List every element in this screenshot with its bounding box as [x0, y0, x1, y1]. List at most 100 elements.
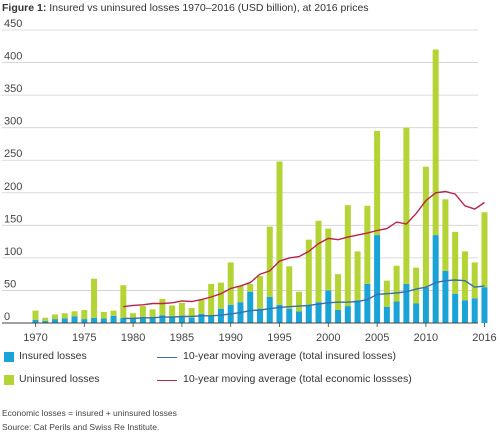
bar-uninsured: [422, 166, 429, 288]
bar-insured: [335, 309, 342, 323]
x-tick-label: 1970: [23, 332, 47, 344]
bar-insured: [422, 287, 429, 323]
bar-uninsured: [169, 305, 176, 318]
x-tick-label: 1975: [72, 332, 96, 344]
bar-insured: [364, 283, 371, 323]
bar-uninsured: [42, 317, 49, 322]
legend-swatch-insured: [4, 352, 14, 362]
bar-insured: [110, 315, 117, 323]
bar-insured: [52, 319, 59, 323]
bar-uninsured: [461, 251, 468, 301]
bar-uninsured: [266, 226, 273, 297]
y-tick-label: 350: [4, 83, 22, 95]
bar-insured: [71, 316, 78, 323]
bar-insured: [344, 306, 351, 323]
y-tick-label: 200: [4, 181, 22, 193]
bar-insured: [481, 287, 488, 323]
bar-uninsured: [139, 306, 146, 318]
bar-insured: [393, 301, 400, 323]
line-insured-average: [123, 279, 485, 320]
bar-uninsured: [100, 311, 107, 319]
y-tick-label: 450: [4, 18, 22, 30]
bar-uninsured: [364, 205, 371, 284]
source-note: Source: Cat Perils and Swiss Re Institut…: [2, 422, 160, 432]
bar-insured: [169, 317, 176, 323]
bar-insured: [413, 303, 420, 323]
legend-swatch-uninsured: [4, 375, 14, 385]
y-tick-label: 100: [4, 246, 22, 258]
bar-insured: [383, 306, 390, 323]
bar-insured: [266, 296, 273, 323]
x-tick-label: 2010: [414, 332, 438, 344]
bar-uninsured: [344, 205, 351, 307]
bar-insured: [286, 308, 293, 323]
bar-uninsured: [432, 49, 439, 236]
bar-insured: [149, 317, 156, 323]
bar-uninsured: [227, 262, 234, 305]
legend-line-insured-avg: [157, 357, 177, 358]
x-tick-label: 1990: [218, 332, 242, 344]
bar-uninsured: [159, 298, 166, 316]
legend-label-insured: Insured losses: [19, 350, 87, 362]
x-tick-label: 2016: [472, 332, 496, 344]
bar-insured: [461, 300, 468, 323]
x-tick-label: 1995: [267, 332, 291, 344]
bar-insured: [432, 235, 439, 323]
bar-insured: [81, 319, 88, 323]
bar-insured: [296, 311, 303, 323]
bar-uninsured: [208, 283, 215, 317]
bar-uninsured: [413, 267, 420, 304]
legend-label-insured-avg: 10-year moving average (total insured lo…: [183, 350, 397, 362]
bar-uninsured: [286, 266, 293, 309]
bar-uninsured: [325, 228, 332, 291]
bar-uninsured: [91, 278, 98, 318]
bar-insured: [305, 304, 312, 323]
bar-uninsured: [32, 310, 39, 320]
bar-insured: [315, 302, 322, 323]
bar-insured: [178, 315, 185, 323]
legend-label-uninsured: Uninsured losses: [19, 373, 100, 385]
bar-insured: [442, 270, 449, 323]
bar-uninsured: [217, 282, 224, 309]
bar-insured: [100, 318, 107, 323]
bar-insured: [91, 317, 98, 323]
bar-insured: [130, 318, 137, 323]
y-tick-label: 250: [4, 148, 22, 160]
bar-uninsured: [442, 199, 449, 271]
bar-insured: [188, 317, 195, 323]
bar-insured: [32, 319, 39, 323]
bar-insured: [471, 298, 478, 323]
bar-uninsured: [393, 265, 400, 302]
chart-title-text: Insured vs uninsured losses 1970–2016 (U…: [49, 2, 369, 14]
bar-insured: [452, 293, 459, 323]
bar-insured: [61, 318, 68, 323]
legend-label-economic-avg: 10-year moving average (total economic l…: [183, 373, 412, 385]
bar-uninsured: [120, 285, 127, 318]
y-tick-label: 50: [4, 278, 16, 290]
x-tick-label: 2005: [365, 332, 389, 344]
y-tick-label: 0: [4, 311, 10, 323]
bar-insured: [325, 290, 332, 323]
bar-uninsured: [374, 130, 381, 236]
bar-insured: [256, 308, 263, 323]
bar-uninsured: [71, 311, 78, 317]
bar-insured: [42, 321, 49, 323]
y-tick-label: 150: [4, 213, 22, 225]
x-tick-label: 2000: [316, 332, 340, 344]
bar-insured: [120, 317, 127, 323]
line-economic-average: [123, 190, 485, 308]
bar-uninsured: [315, 220, 322, 303]
bar-insured: [403, 283, 410, 323]
bar-uninsured: [256, 276, 263, 309]
bar-uninsured: [247, 283, 254, 292]
chart-plot: 0 50 100 150 200 250 300 350 400 450 1970 1975 1980 1…: [2, 18, 497, 344]
y-tick-label: 300: [4, 116, 22, 128]
bar-uninsured: [149, 309, 156, 318]
chart-title-prefix: Figure 1:: [2, 2, 47, 14]
footnote: Economic losses = insured + uninsured lo…: [2, 408, 177, 418]
bar-uninsured: [81, 309, 88, 320]
bar-uninsured: [403, 127, 410, 284]
bar-insured: [374, 235, 381, 323]
x-tick-label: 1985: [170, 332, 194, 344]
bar-insured: [159, 315, 166, 323]
